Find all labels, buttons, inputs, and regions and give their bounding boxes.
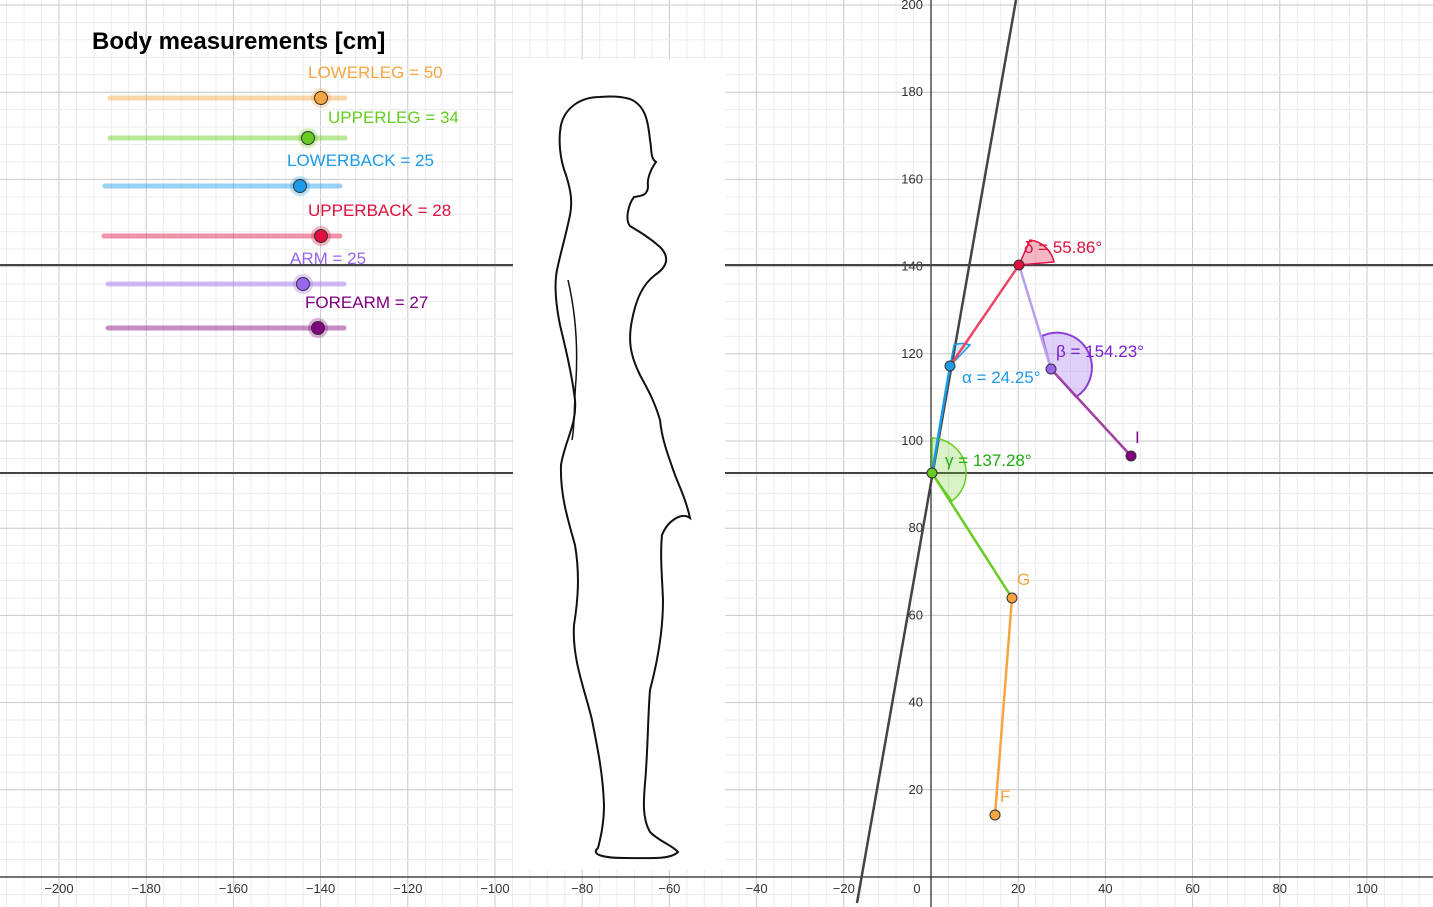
upperback-segment	[948, 264, 1021, 367]
slider-label-forearm: FOREARM = 27	[305, 293, 429, 312]
y-tick-label: 80	[909, 520, 923, 535]
construction: F G Iδ = 55.86° β = 154.23° α = 24.25° γ = 13…	[926, 238, 1144, 821]
y-tick-label: 140	[901, 259, 923, 274]
x-tick-label: 20	[1011, 881, 1025, 896]
x-tick-label: −40	[746, 881, 768, 896]
label-i: I	[1135, 428, 1140, 447]
x-tick-label: −80	[571, 881, 593, 896]
silhouette-backdrop	[513, 60, 725, 870]
slider-knob-forearm[interactable]	[311, 321, 325, 335]
slider-label-lowerleg: LOWERLEG = 50	[308, 63, 443, 82]
forearm-segment	[1050, 368, 1132, 457]
x-tick-label: 80	[1273, 881, 1287, 896]
x-tick-label: 40	[1098, 881, 1112, 896]
y-tick-label: 160	[901, 171, 923, 186]
angle-beta-label: β = 154.23°	[1056, 342, 1144, 361]
angle-gamma-arc	[931, 437, 967, 503]
slider-knob-upperleg[interactable]	[301, 131, 315, 145]
lowerleg-segment	[993, 597, 1014, 816]
angle-gamma-label: γ = 137.28°	[945, 451, 1032, 470]
human-silhouette	[554, 95, 692, 860]
slider-label-arm: ARM = 25	[290, 249, 367, 268]
upperleg-segment	[930, 472, 1014, 599]
x-tick-label: −160	[219, 881, 248, 896]
point-i[interactable]	[1125, 450, 1137, 462]
lowerback-segment	[930, 365, 952, 474]
point-f[interactable]	[989, 809, 1001, 821]
angle-beta-arc	[1040, 331, 1093, 399]
y-tick-label: 200	[901, 0, 923, 12]
slider-knob-upperback[interactable]	[314, 229, 328, 243]
angle-alpha-label: α = 24.25°	[962, 368, 1041, 387]
sliders	[101, 88, 348, 338]
silhouette-arm-line	[567, 279, 578, 441]
y-tick-label: 120	[901, 346, 923, 361]
arm-segment	[1017, 264, 1053, 370]
slider-label-upperleg: UPPERLEG = 34	[328, 108, 459, 127]
x-tick-label: −140	[306, 881, 335, 896]
y-tick-label: 20	[909, 782, 923, 797]
slider-label-upperback: UPPERBACK = 28	[308, 201, 452, 220]
label-f: F	[1000, 787, 1010, 806]
slider-knob-arm[interactable]	[296, 277, 310, 291]
x-tick-label: −120	[393, 881, 422, 896]
x-tick-label: −180	[132, 881, 161, 896]
point-g[interactable]	[1006, 592, 1018, 604]
point-d[interactable]	[1013, 259, 1025, 271]
x-tick-label: −60	[658, 881, 680, 896]
y-tick-label: 60	[909, 607, 923, 622]
x-tick-label: −200	[44, 881, 73, 896]
x-tick-label: 60	[1185, 881, 1199, 896]
angle-delta-label: δ = 55.86°	[1024, 238, 1102, 257]
point-c[interactable]	[926, 467, 938, 479]
angle-delta-arc	[1017, 239, 1055, 266]
point-a[interactable]	[944, 360, 956, 372]
x-tick-label: −100	[480, 881, 509, 896]
x-tick-label: 0	[913, 881, 920, 896]
slider-knob-lowerback[interactable]	[293, 179, 307, 193]
x-tick-label: 100	[1356, 881, 1378, 896]
y-tick-label: 100	[901, 433, 923, 448]
point-b[interactable]	[1045, 363, 1057, 375]
page-title: Body measurements [cm]	[92, 28, 386, 55]
x-tick-label: −20	[833, 881, 855, 896]
slider-label-lowerback: LOWERBACK = 25	[287, 151, 434, 170]
y-tick-label: 180	[901, 84, 923, 99]
slider-knob-lowerleg[interactable]	[314, 91, 328, 105]
y-tick-label: 40	[909, 695, 923, 710]
label-g: G	[1017, 570, 1030, 589]
